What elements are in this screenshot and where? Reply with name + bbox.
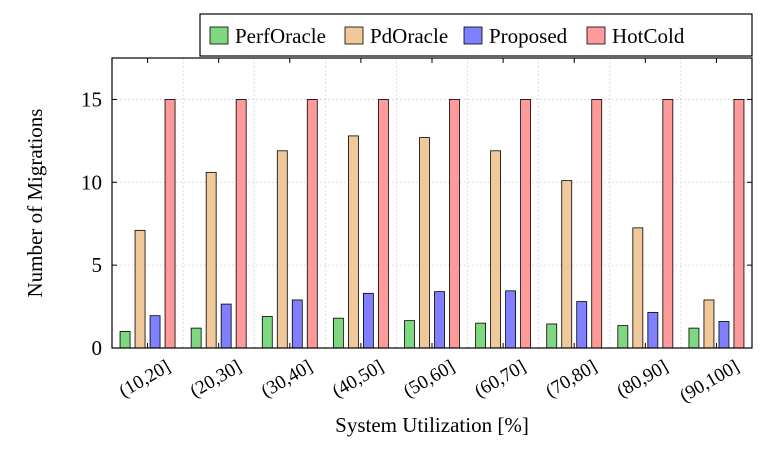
bar-hotcold-6 xyxy=(591,99,603,349)
bar-perforacle-8 xyxy=(688,327,700,349)
bar-proposed-3 xyxy=(362,292,374,349)
bar-proposed-0 xyxy=(149,315,161,349)
y-axis-label: Number of Migrations xyxy=(23,109,47,298)
x-tick-label: (10,20] xyxy=(116,356,174,402)
x-axis-label: System Utilization [%] xyxy=(335,413,529,437)
bars xyxy=(119,99,745,349)
legend-label-perforacle: PerfOracle xyxy=(235,24,326,48)
bar-pdoracle-6 xyxy=(561,180,573,349)
bar-hotcold-5 xyxy=(520,99,532,349)
bar-hotcold-0 xyxy=(164,99,176,349)
bar-proposed-6 xyxy=(576,301,588,349)
legend: PerfOracle PdOracle Proposed HotCold xyxy=(199,13,753,57)
bar-pdoracle-4 xyxy=(419,137,430,349)
bar-proposed-5 xyxy=(505,290,517,349)
legend-label-hotcold: HotCold xyxy=(612,24,685,48)
bar-hotcold-2 xyxy=(306,99,318,349)
legend-label-proposed: Proposed xyxy=(489,24,568,48)
bar-hotcold-3 xyxy=(377,99,389,349)
x-tick-label: (20,30] xyxy=(187,356,245,402)
bar-perforacle-0 xyxy=(119,331,131,349)
bar-proposed-8 xyxy=(718,321,730,349)
y-tick-label: 0 xyxy=(92,336,103,360)
bar-perforacle-4 xyxy=(404,320,415,349)
y-tick-label: 5 xyxy=(92,253,103,277)
legend-swatch-perforacle xyxy=(209,26,229,45)
bar-proposed-2 xyxy=(291,299,303,349)
bar-perforacle-2 xyxy=(261,316,273,349)
legend-label-pdoracle: PdOracle xyxy=(370,24,448,48)
bar-pdoracle-8 xyxy=(703,299,715,349)
bar-perforacle-1 xyxy=(190,327,202,349)
bar-proposed-7 xyxy=(647,311,659,349)
y-tick-label: 10 xyxy=(81,170,102,194)
x-tick-label: (90,100] xyxy=(676,356,743,407)
bar-hotcold-8 xyxy=(733,99,745,349)
bar-perforacle-6 xyxy=(546,323,558,349)
x-tick-label: (60,70] xyxy=(471,356,529,402)
bar-pdoracle-7 xyxy=(632,227,644,349)
legend-swatch-proposed xyxy=(463,26,483,45)
bar-proposed-1 xyxy=(220,303,232,349)
bar-perforacle-3 xyxy=(332,317,344,349)
x-tick-label: (30,40] xyxy=(258,356,316,402)
legend-swatch-hotcold xyxy=(586,26,606,45)
y-axis-ticks: 0 5 10 15 xyxy=(81,87,752,360)
x-tick-label: (50,60] xyxy=(400,356,458,402)
bar-perforacle-5 xyxy=(475,322,487,349)
bar-hotcold-4 xyxy=(449,99,460,349)
bar-proposed-4 xyxy=(434,291,445,349)
bar-pdoracle-3 xyxy=(347,135,359,349)
bar-hotcold-7 xyxy=(662,99,674,349)
x-tick-label: (70,80] xyxy=(542,356,600,402)
bar-pdoracle-5 xyxy=(490,150,502,349)
bar-pdoracle-2 xyxy=(276,150,288,349)
bar-hotcold-1 xyxy=(235,99,247,349)
y-tick-label: 15 xyxy=(81,87,102,111)
legend-swatch-pdoracle xyxy=(344,26,364,45)
x-tick-label: (80,90] xyxy=(613,356,671,402)
x-tick-label: (40,50] xyxy=(329,356,387,402)
bar-pdoracle-0 xyxy=(134,229,146,349)
bar-pdoracle-1 xyxy=(205,171,217,349)
bar-perforacle-7 xyxy=(617,325,629,349)
